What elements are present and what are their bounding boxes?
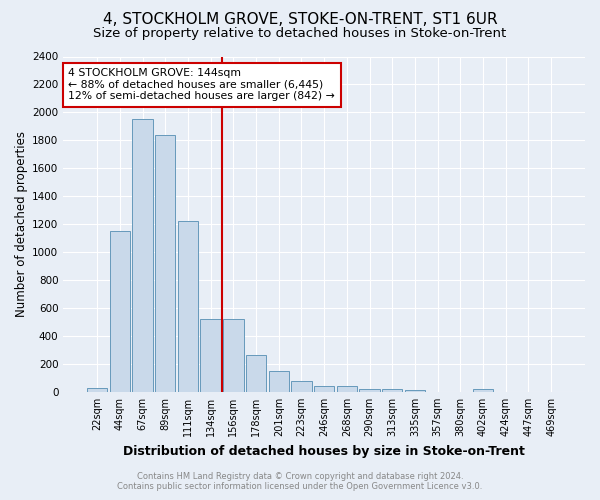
Text: Size of property relative to detached houses in Stoke-on-Trent: Size of property relative to detached ho… bbox=[94, 28, 506, 40]
Bar bbox=[314, 386, 334, 392]
Bar bbox=[200, 320, 221, 392]
Bar bbox=[291, 380, 311, 392]
Bar bbox=[223, 320, 244, 392]
Bar bbox=[269, 371, 289, 392]
Bar bbox=[110, 231, 130, 392]
Bar bbox=[405, 390, 425, 392]
Bar bbox=[337, 386, 357, 392]
X-axis label: Distribution of detached houses by size in Stoke-on-Trent: Distribution of detached houses by size … bbox=[123, 444, 525, 458]
Bar bbox=[87, 388, 107, 392]
Text: Contains HM Land Registry data © Crown copyright and database right 2024.
Contai: Contains HM Land Registry data © Crown c… bbox=[118, 472, 482, 491]
Text: 4 STOCKHOLM GROVE: 144sqm
← 88% of detached houses are smaller (6,445)
12% of se: 4 STOCKHOLM GROVE: 144sqm ← 88% of detac… bbox=[68, 68, 335, 102]
Bar bbox=[359, 389, 380, 392]
Bar bbox=[155, 135, 175, 392]
Bar bbox=[178, 222, 198, 392]
Bar bbox=[473, 389, 493, 392]
Bar bbox=[246, 355, 266, 392]
Bar bbox=[133, 120, 153, 392]
Y-axis label: Number of detached properties: Number of detached properties bbox=[15, 131, 28, 317]
Bar bbox=[382, 389, 403, 392]
Text: 4, STOCKHOLM GROVE, STOKE-ON-TRENT, ST1 6UR: 4, STOCKHOLM GROVE, STOKE-ON-TRENT, ST1 … bbox=[103, 12, 497, 28]
